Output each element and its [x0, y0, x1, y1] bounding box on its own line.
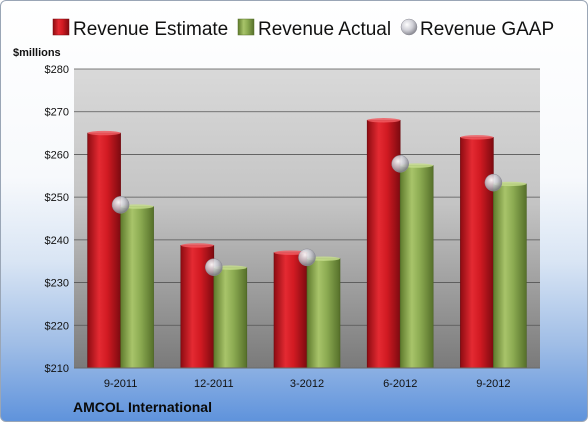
bar-revenue-estimate — [460, 137, 494, 369]
y-tick-label: $260 — [45, 149, 69, 161]
x-tick-label: 3-2012 — [290, 378, 324, 390]
bar-revenue-actual — [399, 165, 434, 369]
y-tick-label: $250 — [45, 192, 69, 204]
legend-marker-gaap — [400, 18, 418, 36]
legend-label-estimate: Revenue Estimate — [73, 19, 228, 40]
y-tick-label: $240 — [45, 235, 69, 247]
marker-revenue-gaap — [111, 196, 130, 214]
gaap-markers — [111, 155, 503, 276]
y-tick-label: $220 — [45, 320, 69, 332]
bar-estimate-top — [274, 250, 307, 255]
y-tick-label: $280 — [45, 64, 69, 76]
marker-revenue-gaap — [205, 258, 223, 276]
y-axis-title: $millions — [13, 47, 61, 59]
chart-legend: Revenue Estimate Revenue Actual Revenue … — [52, 18, 554, 40]
company-name: AMCOL International — [73, 399, 212, 415]
legend-label-gaap: Revenue GAAP — [420, 19, 554, 40]
legend-swatch-actual — [237, 18, 255, 36]
bar-revenue-actual — [493, 183, 527, 369]
x-tick-label: 9-2011 — [104, 378, 137, 390]
bar-estimate-top — [367, 118, 401, 123]
marker-revenue-gaap — [298, 248, 316, 267]
x-tick-label: 6-2012 — [383, 378, 417, 390]
x-tick-label: 12-2011 — [194, 378, 234, 390]
y-tick-label: $210 — [45, 363, 69, 375]
bar-series — [87, 118, 527, 369]
legend-label-actual: Revenue Actual — [258, 19, 391, 40]
x-tick-label: 9-2012 — [476, 378, 510, 390]
bar-revenue-actual — [213, 267, 248, 369]
bar-estimate-top — [460, 135, 494, 140]
bar-revenue-estimate — [87, 132, 121, 369]
y-axis-ticks: $210 $220 $230 $240 $250 $260 $270 $280 — [45, 64, 69, 375]
bar-revenue-estimate — [273, 252, 308, 369]
x-axis-ticks: 9-2011 12-2011 3-2012 6-2012 9-2012 — [104, 378, 511, 390]
marker-revenue-gaap — [391, 155, 409, 173]
bar-revenue-actual — [306, 258, 341, 369]
bar-estimate-top — [180, 243, 214, 248]
y-tick-label: $270 — [45, 107, 69, 119]
bar-estimate-top — [87, 130, 121, 136]
legend-swatch-estimate — [52, 18, 70, 36]
y-tick-label: $230 — [45, 278, 69, 290]
marker-revenue-gaap — [484, 173, 503, 192]
bar-revenue-actual — [120, 206, 154, 369]
